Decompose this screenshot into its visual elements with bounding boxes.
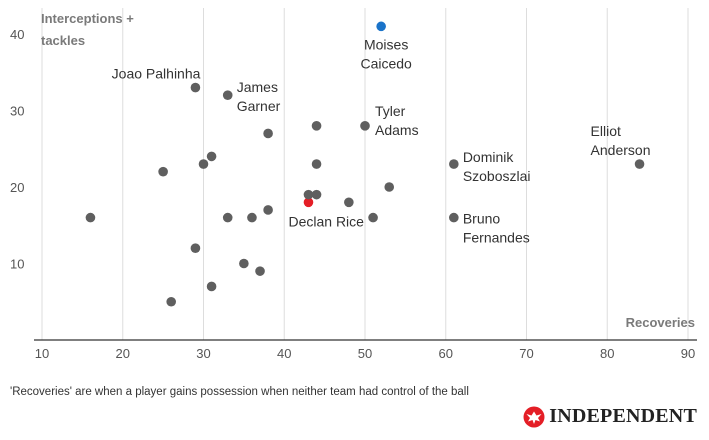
- data-point-point-21: [247, 212, 257, 223]
- point-label-james-garner: James Garner: [237, 79, 281, 114]
- data-point-point-25: [255, 266, 265, 276]
- data-point-point-11: [198, 159, 209, 169]
- point-label-tyler-adams: Tyler Adams: [375, 103, 419, 138]
- axis-titles: Interceptions + tackles Recoveries: [41, 11, 695, 330]
- x-tick-label-80: 80: [600, 346, 614, 361]
- data-point-point-20: [222, 212, 233, 223]
- data-point-elliot-anderson: [634, 159, 645, 169]
- x-tick-label-30: 30: [196, 346, 210, 361]
- grid-lines: [41, 8, 689, 340]
- data-point-dominik-szoboszlai: [449, 159, 459, 169]
- data-point-point-10: [206, 151, 217, 162]
- x-tick-label-70: 70: [519, 346, 533, 361]
- data-point-point-9: [263, 128, 273, 139]
- eagle-logo-icon: [523, 406, 545, 427]
- y-tick-label-10: 10: [10, 257, 24, 272]
- point-label-declan-rice: Declan Rice: [288, 213, 364, 229]
- data-point-point-15: [303, 189, 314, 200]
- data-point-james-garner: [222, 90, 233, 100]
- tick-labels: 10 20 30 40 50 60 70 80 90 10 20 30 40: [10, 27, 695, 361]
- data-point-point-27: [166, 296, 176, 307]
- data-point-point-22: [368, 212, 378, 223]
- y-axis-title: Interceptions + tackles: [41, 11, 134, 48]
- data-point-moises-caicedo: [376, 21, 386, 32]
- brand-logo: INDEPENDENT: [523, 405, 697, 428]
- y-tick-label-30: 30: [10, 104, 24, 119]
- data-point-point-23: [190, 243, 201, 253]
- x-tick-label-60: 60: [439, 346, 453, 361]
- data-point-point-19: [85, 212, 96, 223]
- data-point-point-26: [206, 281, 217, 292]
- y-tick-label-20: 20: [10, 180, 24, 195]
- x-tick-label-10: 10: [35, 346, 49, 361]
- footnote: 'Recoveries' are when a player gains pos…: [10, 386, 469, 398]
- data-point-point-17: [344, 197, 354, 208]
- x-tick-label-40: 40: [277, 346, 291, 361]
- y-tick-label-40: 40: [10, 27, 24, 42]
- point-label-elliot-anderson: Elliot Anderson: [591, 123, 651, 158]
- point-labels: Moises Caicedo Joao Palhinha James Garner Tyl…: [112, 36, 651, 245]
- data-point-declan-rice: [303, 197, 314, 208]
- data-point-point-16: [311, 189, 322, 200]
- data-point-point-18: [263, 205, 273, 215]
- brand-name: INDEPENDENT: [549, 405, 697, 427]
- data-point-point-12: [311, 159, 322, 169]
- scatter-chart: 10 20 30 40 50 60 70 80 90 10 20 30 40 Interceptions…: [10, 8, 697, 361]
- data-point-point-13: [158, 166, 168, 177]
- x-tick-label-90: 90: [681, 346, 695, 361]
- x-axis-title: Recoveries: [626, 315, 695, 330]
- point-label-moises-caicedo: Moises Caicedo: [360, 36, 412, 71]
- data-point-tyler-adams: [360, 121, 370, 131]
- data-point-bruno-fernandes: [449, 212, 459, 223]
- point-label-joao-palhinha: Joao Palhinha: [112, 66, 201, 82]
- data-point-point-14: [384, 182, 395, 192]
- data-points: [85, 21, 645, 307]
- x-tick-label-50: 50: [358, 346, 372, 361]
- x-tick-label-20: 20: [116, 346, 130, 361]
- point-label-bruno-fernandes: Bruno Fernandes: [463, 211, 530, 246]
- data-point-point-24: [239, 258, 249, 269]
- data-point-point-8: [311, 121, 322, 131]
- point-label-dominik-szoboszlai: Dominik Szoboszlai: [463, 149, 531, 184]
- data-point-joao-palhinha: [190, 82, 201, 93]
